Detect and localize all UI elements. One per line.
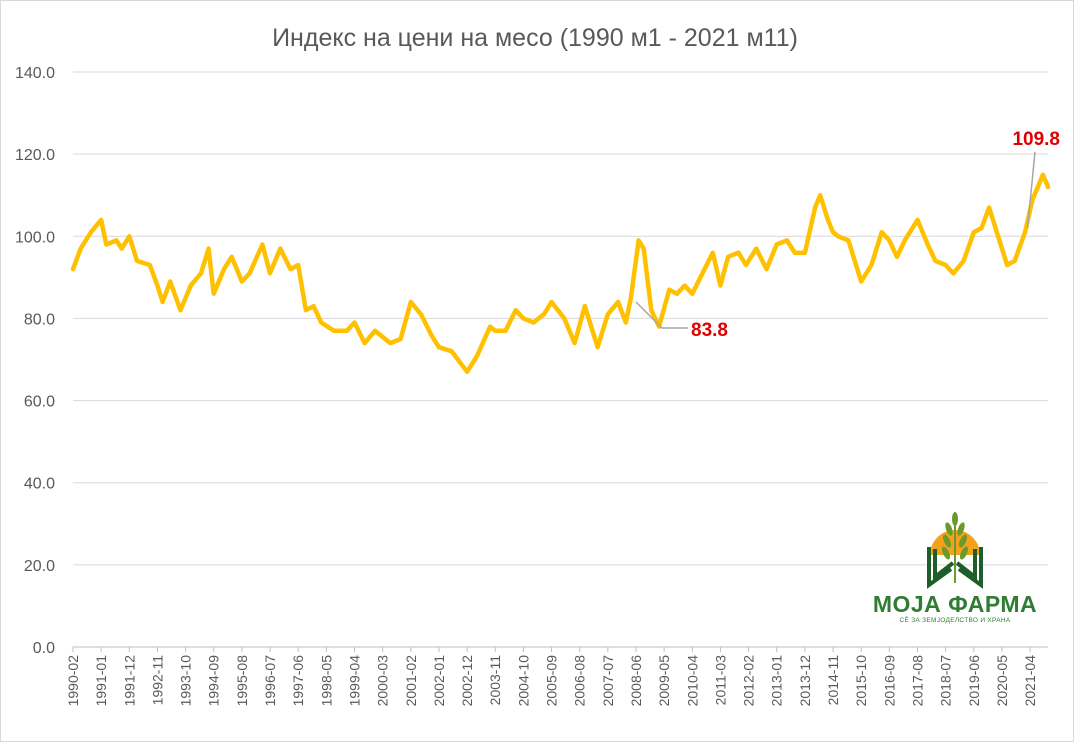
x-tick-label: 2013-01 xyxy=(769,655,785,707)
x-tick-label: 2008-06 xyxy=(628,655,644,707)
x-tick-label: 2011-03 xyxy=(712,655,728,706)
y-tick-label: 140.0 xyxy=(15,65,55,82)
annotation-label: 109.8 xyxy=(1012,129,1060,150)
x-tick-label: 1998-05 xyxy=(318,655,334,707)
annotation-label: 83.8 xyxy=(691,320,728,341)
x-tick-label: 2017-08 xyxy=(909,655,925,707)
annotation-leader xyxy=(1026,151,1036,229)
x-tick-label: 2006-08 xyxy=(572,655,588,707)
y-tick-label: 60.0 xyxy=(24,394,55,411)
y-tick-label: 20.0 xyxy=(24,558,55,575)
x-tick-label: 1991-01 xyxy=(93,655,109,707)
x-tick-label: 1993-10 xyxy=(178,655,194,707)
x-tick-label: 2021-04 xyxy=(1022,655,1038,707)
x-tick-label: 1997-06 xyxy=(290,655,306,707)
wheat-icon xyxy=(941,512,969,583)
series-layer xyxy=(70,172,1051,375)
x-axis xyxy=(72,646,1048,652)
x-tick-label: 2009-05 xyxy=(656,655,672,707)
x-tick-label: 2014-11 xyxy=(825,655,841,706)
x-tick-label: 1995-08 xyxy=(234,655,250,707)
x-tick-label: 2010-04 xyxy=(684,655,700,707)
x-tick-label: 1994-09 xyxy=(206,655,222,707)
gridlines xyxy=(73,71,1048,566)
moja-farma-logo: МОЈА ФАРМА СЀ ЗА ЗЕМЈОДЕЛСТВО И ХРАНА xyxy=(873,512,1037,624)
y-tick-label: 120.0 xyxy=(15,147,55,164)
x-tick-label: 2002-01 xyxy=(431,655,447,707)
x-axis-tick-labels: 1990-02 1991-01 1991-12 1992-11 1993-10 1994-… xyxy=(65,655,1038,707)
x-tick-label: 1996-07 xyxy=(262,655,278,707)
x-tick-label: 2000-03 xyxy=(375,655,391,707)
book-icon xyxy=(927,547,983,589)
y-tick-label: 80.0 xyxy=(24,311,55,328)
x-tick-label: 2007-07 xyxy=(600,655,616,707)
x-tick-label: 1991-12 xyxy=(121,655,137,707)
chart-title: Индекс на цени на месо (1990 м1 - 2021 м… xyxy=(272,24,798,52)
x-tick-label: 2001-02 xyxy=(403,655,419,707)
x-tick-label: 1990-02 xyxy=(65,655,81,707)
x-tick-label: 1992-11 xyxy=(149,655,165,706)
x-tick-label: 2013-12 xyxy=(797,655,813,707)
y-axis-tick-labels: 0.0 20.0 40.0 60.0 80.0 100.0 120.0 140.0 xyxy=(15,65,55,657)
x-tick-label: 1999-04 xyxy=(346,655,362,707)
logo-name: МОЈА ФАРМА xyxy=(873,591,1037,617)
x-tick-label: 2016-09 xyxy=(881,655,897,707)
x-tick-label: 2002-12 xyxy=(459,655,475,707)
x-tick-label: 2005-09 xyxy=(544,655,560,707)
x-tick-label: 2004-10 xyxy=(515,655,531,707)
y-tick-label: 100.0 xyxy=(15,229,55,246)
y-tick-label: 0.0 xyxy=(33,640,55,657)
annotations-layer: 109.8 83.8 xyxy=(635,129,1060,341)
annotation-leader xyxy=(635,301,688,329)
x-tick-label: 2003-11 xyxy=(487,655,503,706)
logo-tagline: СЀ ЗА ЗЕМЈОДЕЛСТВО И ХРАНА xyxy=(899,615,1010,624)
series-line xyxy=(70,172,1051,375)
x-tick-label: 2012-02 xyxy=(741,655,757,707)
x-tick-label: 2015-10 xyxy=(853,655,869,707)
x-tick-label: 2018-07 xyxy=(938,655,954,707)
x-tick-label: 2020-05 xyxy=(994,655,1010,707)
y-tick-label: 40.0 xyxy=(24,476,55,493)
x-tick-label: 2019-06 xyxy=(966,655,982,707)
